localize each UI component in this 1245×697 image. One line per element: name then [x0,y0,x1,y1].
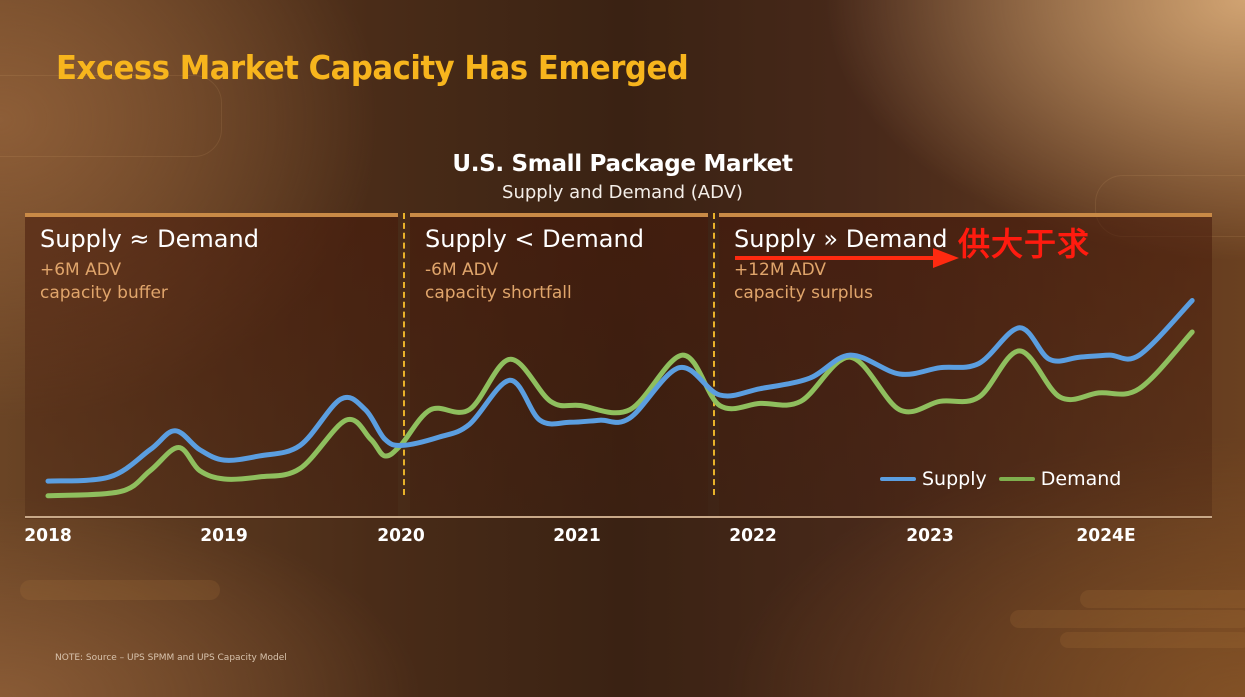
background-decoration [0,75,222,157]
panel-heading: Supply ≈ Demand [40,225,259,253]
legend-swatch-demand [998,477,1035,481]
chart-title: U.S. Small Package Market [452,151,793,177]
period-divider-2020 [403,213,405,495]
background-decoration [1010,610,1245,628]
legend-label: Demand [1040,468,1122,490]
panel-heading: Supply < Demand [425,225,644,253]
x-tick-label: 2023 [905,525,954,546]
panel-value: +12M ADV [734,260,826,280]
period-panel-shortfall: Supply < Demand -6M ADV capacity shortfa… [410,213,708,519]
source-note: NOTE: Source – UPS SPMM and UPS Capacity… [55,653,287,663]
background-decoration [1060,632,1245,648]
legend-item-supply: Supply [880,468,987,490]
arrow-right-icon [933,248,959,268]
x-tick-label: 2021 [553,525,601,546]
background-decoration [1080,590,1245,608]
chart-subtitle: Supply and Demand (ADV) [502,182,743,203]
x-tick-label: 2018 [24,525,72,546]
background-decoration [20,580,220,600]
annotation-arrow [735,256,935,260]
series-line-demand [45,329,1195,499]
panel-value: +6M ADV [40,260,122,280]
period-divider-2022 [713,213,715,495]
legend-item-demand: Demand [998,468,1122,490]
panel-description: capacity surplus [734,283,873,303]
annotation-label: 供大于求 [958,225,1091,263]
slide-title: Excess Market Capacity Has Emerged [56,48,689,87]
panel-description: capacity buffer [40,283,168,303]
period-panel-balanced: Supply ≈ Demand +6M ADV capacity buffer [25,213,398,519]
x-tick-label: 2022 [729,525,777,546]
x-tick-label: 2019 [200,525,249,546]
legend-swatch-supply [880,477,916,481]
panel-heading: Supply » Demand [734,225,948,253]
panel-value: -6M ADV [425,260,499,280]
chart-legend: Supply Demand [880,468,1133,490]
x-tick-label: 2024E [1076,525,1136,546]
panel-description: capacity shortfall [425,283,572,303]
series-line-supply [45,298,1195,484]
legend-label: Supply [922,468,987,490]
x-tick-label: 2020 [376,525,425,546]
